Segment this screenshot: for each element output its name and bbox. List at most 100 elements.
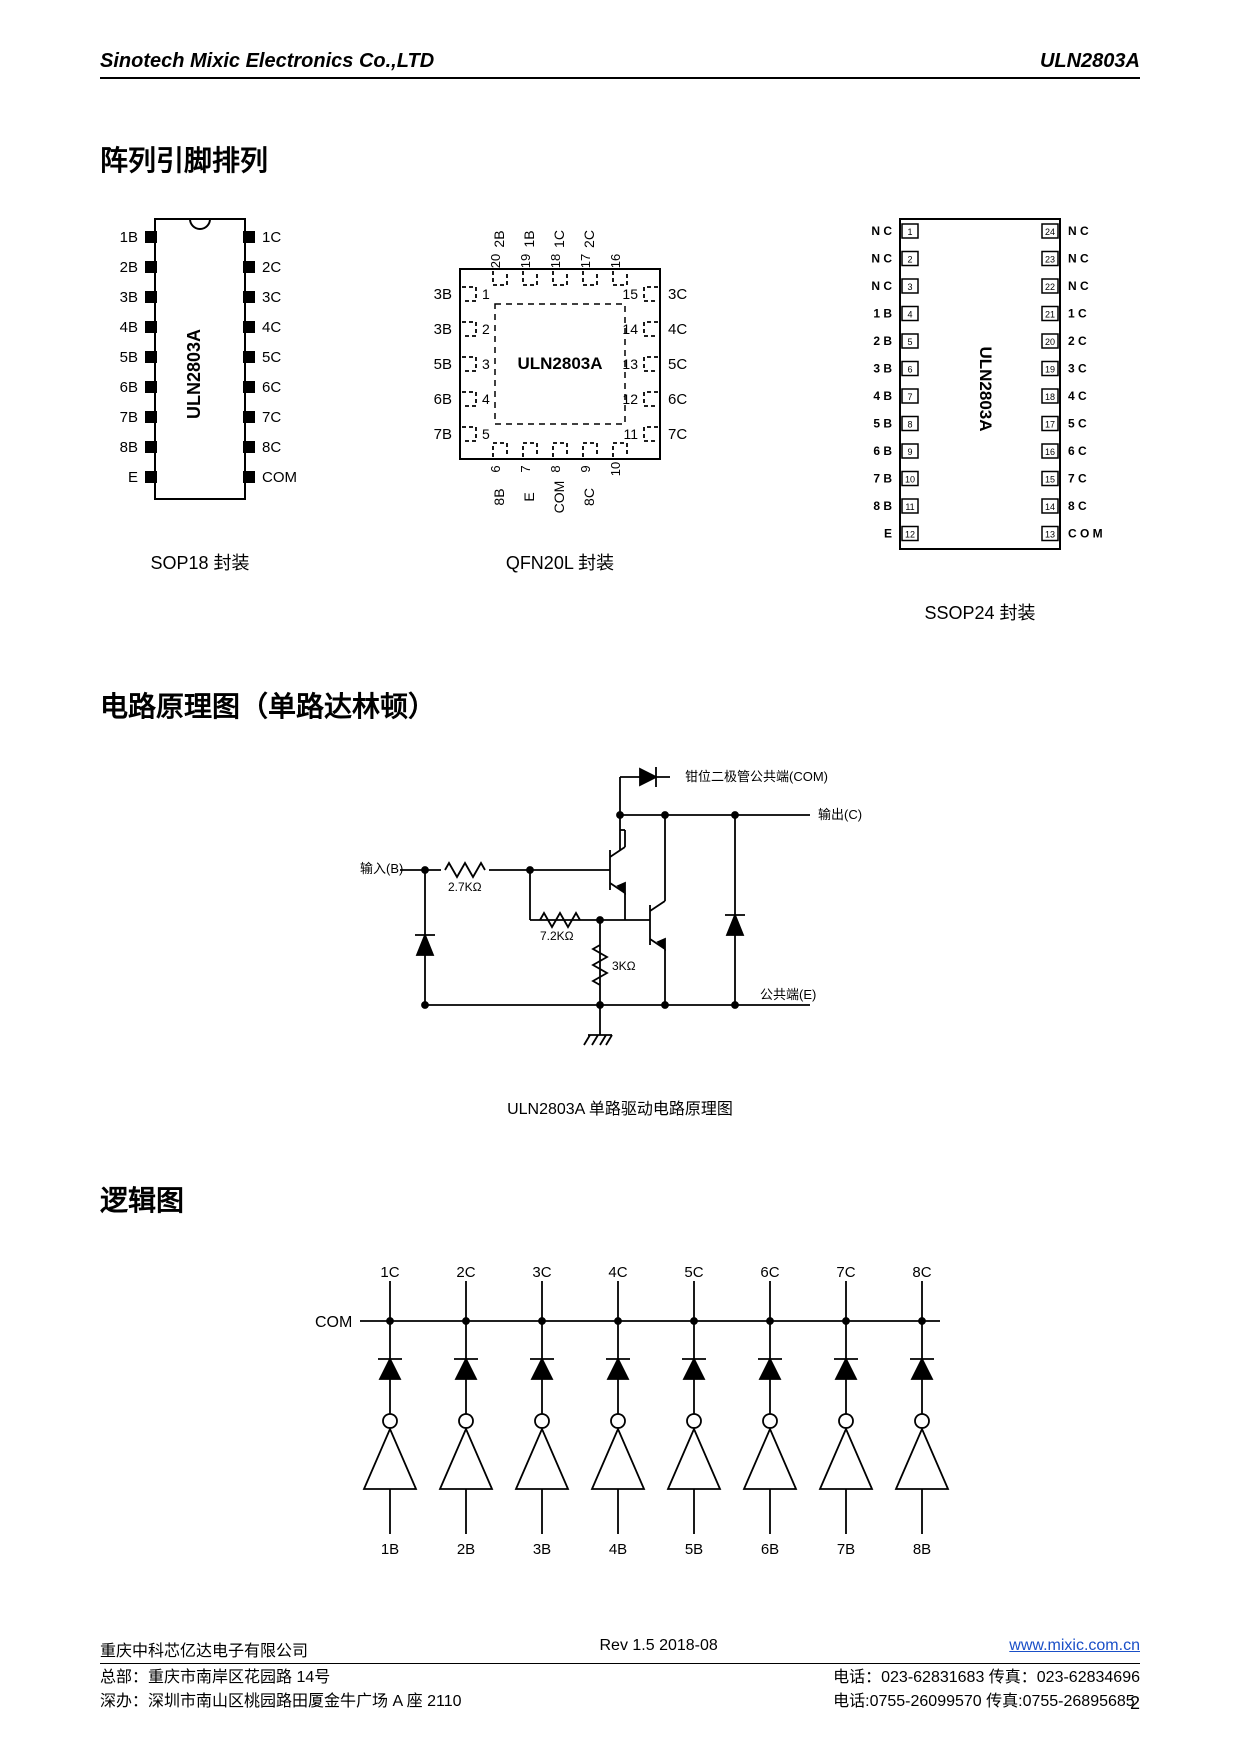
svg-text:6: 6 [907,365,912,375]
svg-text:2: 2 [907,255,912,265]
svg-text:N C: N C [1068,252,1089,266]
footer-url[interactable]: www.mixic.com.cn [1009,1637,1140,1661]
sop18-label: SOP18 封装 [150,549,249,575]
svg-text:1B: 1B [120,229,138,246]
svg-text:11: 11 [623,426,638,442]
svg-text:3: 3 [907,282,912,292]
svg-text:4: 4 [907,310,912,320]
svg-text:20: 20 [1045,337,1055,347]
footer-company-cn: 重庆中科芯亿达电子有限公司 [100,1637,308,1661]
svg-text:1: 1 [482,286,490,302]
svg-text:6: 6 [488,465,503,472]
svg-text:3C: 3C [532,1264,551,1281]
svg-text:2B: 2B [120,259,138,276]
svg-text:17: 17 [578,254,593,268]
footer-addr1: 总部：重庆市南岸区花园路 14号 [100,1666,462,1690]
svg-text:4B: 4B [609,1541,627,1558]
company-name: Sinotech Mixic Electronics Co.,LTD [100,50,434,73]
svg-text:4 B: 4 B [873,389,892,403]
svg-text:5C: 5C [684,1264,703,1281]
svg-text:7C: 7C [668,426,687,443]
svg-text:1: 1 [907,227,912,237]
svg-text:4C: 4C [608,1264,627,1281]
svg-text:2C: 2C [262,259,281,276]
svg-text:23: 23 [1045,255,1055,265]
svg-text:7B: 7B [837,1541,855,1558]
footer-rev: Rev 1.5 2018-08 [600,1637,718,1661]
svg-text:ULN2803A: ULN2803A [517,354,602,373]
svg-text:8B: 8B [491,488,507,505]
svg-text:5 B: 5 B [873,417,892,431]
svg-text:输出(C): 输出(C) [818,807,862,822]
svg-text:5B: 5B [685,1541,703,1558]
svg-text:4C: 4C [262,319,281,336]
svg-text:6 B: 6 B [873,444,892,458]
svg-text:21: 21 [1045,310,1055,320]
ssop24-diagram: ULN2803A 1N C2N C3N C41 B52 B63 B74 B85 … [820,209,1140,569]
svg-text:1B: 1B [521,230,537,247]
svg-text:8 C: 8 C [1068,499,1087,513]
svg-text:8B: 8B [120,439,138,456]
section-title-logic: 逻辑图 [100,1179,1140,1219]
footer-tel2: 电话:0755-26099570 传真:0755-26895685 [833,1690,1140,1714]
svg-text:19: 19 [518,254,533,268]
svg-text:6C: 6C [668,391,687,408]
svg-text:5C: 5C [668,356,687,373]
svg-text:1C: 1C [262,229,281,246]
svg-text:1 B: 1 B [873,307,892,321]
svg-text:7.2KΩ: 7.2KΩ [540,929,574,943]
svg-text:8 B: 8 B [873,499,892,513]
svg-text:15: 15 [1045,475,1055,485]
svg-text:1C: 1C [551,230,567,248]
logic-wrap: COM 1C1B2C2B3C3B4C4B5C5B6C6B7C7B8C8B [100,1249,1140,1569]
svg-text:10: 10 [608,462,623,476]
svg-text:4: 4 [482,391,490,407]
svg-text:6C: 6C [760,1264,779,1281]
svg-text:2B: 2B [457,1541,475,1558]
packages-row: 1B2B3B4B5B6B7B8BE 1C2C3C4C5C6C7C8CCOM UL… [100,209,1140,625]
svg-text:公共端(E): 公共端(E) [760,987,816,1002]
svg-text:2 B: 2 B [873,334,892,348]
svg-text:13: 13 [622,356,638,372]
svg-text:8: 8 [548,465,563,472]
svg-text:5B: 5B [434,356,452,373]
svg-text:3B: 3B [120,289,138,306]
svg-text:17: 17 [1045,420,1055,430]
svg-text:22: 22 [1045,282,1055,292]
svg-text:7C: 7C [836,1264,855,1281]
svg-text:8: 8 [907,420,912,430]
svg-text:3C: 3C [262,289,281,306]
svg-text:输入(B): 输入(B) [360,861,403,876]
svg-text:N C: N C [871,252,892,266]
schematic-diagram: 钳位二极管公共端(COM) 输出(C) 2.7KΩ 输入(B) [340,755,900,1075]
svg-text:8C: 8C [912,1264,931,1281]
svg-text:E: E [128,469,138,486]
svg-text:1 C: 1 C [1068,307,1087,321]
svg-text:2B: 2B [491,230,507,247]
svg-text:5: 5 [482,426,490,442]
svg-text:2.7KΩ: 2.7KΩ [448,880,482,894]
svg-text:ULN2803A: ULN2803A [184,329,204,419]
svg-text:12: 12 [622,391,638,407]
svg-text:20: 20 [488,254,503,268]
svg-text:2C: 2C [581,230,597,248]
svg-text:3C: 3C [668,286,687,303]
svg-text:14: 14 [622,321,638,337]
svg-text:8C: 8C [581,488,597,506]
svg-text:5C: 5C [262,349,281,366]
page-number: 2 [1130,1693,1140,1714]
svg-text:16: 16 [1045,447,1055,457]
schematic-wrap: 钳位二极管公共端(COM) 输出(C) 2.7KΩ 输入(B) [100,755,1140,1119]
svg-text:3: 3 [482,356,490,372]
svg-text:3 B: 3 B [873,362,892,376]
footer-tel1: 电话：023-62831683 传真：023-62834696 [833,1666,1140,1690]
svg-text:N C: N C [1068,224,1089,238]
svg-text:COM: COM [262,469,297,486]
svg-text:5: 5 [907,337,912,347]
qfn20l-diagram: ULN2803A 13B23B35B46B57B153C144C135C126C… [400,209,720,519]
svg-text:ULN2803A: ULN2803A [976,346,995,431]
svg-text:4 C: 4 C [1068,389,1087,403]
svg-text:18: 18 [548,254,563,268]
svg-text:C O M: C O M [1068,527,1103,541]
svg-text:7: 7 [518,465,533,472]
